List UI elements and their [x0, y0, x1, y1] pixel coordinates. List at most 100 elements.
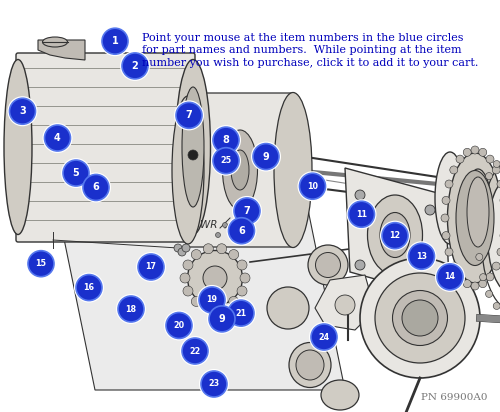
Circle shape [204, 244, 214, 254]
Circle shape [445, 180, 453, 188]
Circle shape [435, 275, 445, 285]
Circle shape [492, 166, 500, 174]
Circle shape [76, 274, 102, 301]
Circle shape [480, 274, 486, 281]
Circle shape [232, 196, 262, 226]
Circle shape [182, 244, 190, 252]
Circle shape [180, 273, 190, 283]
Circle shape [471, 146, 479, 154]
Text: 21: 21 [236, 309, 246, 318]
Circle shape [201, 371, 227, 397]
Circle shape [192, 297, 202, 307]
Circle shape [234, 198, 260, 224]
FancyBboxPatch shape [16, 53, 195, 242]
Ellipse shape [448, 153, 500, 283]
Circle shape [311, 324, 337, 350]
Circle shape [228, 300, 254, 326]
Circle shape [486, 173, 492, 180]
Circle shape [228, 250, 238, 260]
Ellipse shape [222, 130, 258, 210]
Circle shape [497, 248, 500, 256]
Text: 10: 10 [307, 182, 318, 191]
Circle shape [348, 201, 374, 227]
Circle shape [228, 218, 254, 244]
Text: 8: 8 [222, 135, 230, 145]
Circle shape [380, 221, 410, 250]
Circle shape [474, 232, 482, 239]
Circle shape [120, 51, 150, 81]
Circle shape [102, 28, 128, 54]
Circle shape [441, 214, 449, 222]
Circle shape [237, 286, 247, 296]
Circle shape [355, 260, 365, 270]
Circle shape [382, 222, 408, 249]
Circle shape [355, 190, 365, 200]
Circle shape [182, 338, 208, 364]
Circle shape [136, 252, 166, 282]
Polygon shape [55, 195, 345, 390]
Circle shape [188, 150, 198, 160]
Circle shape [183, 286, 193, 296]
Circle shape [228, 297, 238, 307]
Circle shape [61, 158, 91, 188]
Text: 5: 5 [72, 168, 80, 178]
Circle shape [406, 241, 436, 271]
Circle shape [174, 101, 204, 130]
Circle shape [480, 190, 486, 197]
Circle shape [479, 280, 487, 288]
Circle shape [197, 285, 227, 315]
Text: number you wish to purchase, click it to add it to your cart.: number you wish to purchase, click it to… [142, 58, 479, 68]
Ellipse shape [456, 171, 494, 265]
Text: Point your mouse at the item numbers in the blue circles: Point your mouse at the item numbers in … [142, 33, 464, 43]
Text: 9: 9 [218, 314, 226, 324]
Ellipse shape [368, 195, 422, 275]
Circle shape [211, 125, 241, 155]
Circle shape [442, 197, 450, 204]
Circle shape [300, 173, 326, 199]
Ellipse shape [274, 93, 312, 248]
Text: 1: 1 [112, 36, 118, 46]
Ellipse shape [296, 350, 324, 380]
Text: 11: 11 [356, 210, 367, 219]
Circle shape [226, 216, 256, 246]
Ellipse shape [360, 258, 480, 378]
Circle shape [486, 155, 494, 163]
Circle shape [445, 248, 453, 256]
Circle shape [456, 273, 464, 281]
Text: 9: 9 [262, 152, 270, 162]
Circle shape [26, 249, 56, 279]
Ellipse shape [464, 169, 492, 255]
Circle shape [176, 102, 202, 129]
Circle shape [450, 262, 458, 270]
Circle shape [192, 250, 202, 260]
Text: 6: 6 [238, 226, 245, 236]
Ellipse shape [435, 152, 465, 244]
Circle shape [476, 253, 483, 260]
Circle shape [122, 53, 148, 79]
Circle shape [492, 262, 500, 270]
Circle shape [251, 142, 281, 171]
Circle shape [211, 146, 241, 176]
Ellipse shape [488, 178, 500, 293]
Circle shape [44, 125, 70, 151]
Circle shape [408, 243, 434, 269]
Circle shape [298, 171, 328, 201]
Circle shape [213, 127, 239, 153]
Ellipse shape [188, 250, 242, 306]
Circle shape [425, 205, 435, 215]
Circle shape [253, 143, 279, 170]
Text: 19: 19 [206, 295, 218, 304]
Ellipse shape [172, 96, 204, 244]
Ellipse shape [380, 213, 410, 258]
Ellipse shape [289, 342, 331, 388]
Ellipse shape [4, 59, 32, 234]
Polygon shape [345, 168, 450, 300]
Circle shape [493, 302, 500, 309]
Circle shape [174, 244, 182, 252]
Polygon shape [38, 40, 85, 60]
Circle shape [222, 222, 228, 227]
FancyBboxPatch shape [186, 93, 295, 247]
Text: 25: 25 [220, 156, 232, 165]
Circle shape [486, 273, 494, 281]
Ellipse shape [392, 290, 448, 346]
